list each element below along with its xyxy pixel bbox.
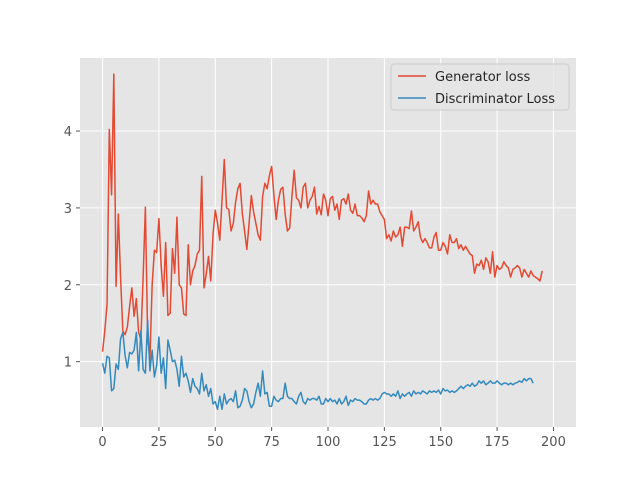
x-tick-label: 175	[485, 435, 510, 450]
legend-label-generator-loss: Generator loss	[435, 70, 530, 85]
x-tick-label: 0	[98, 435, 106, 450]
series-layer	[101, 73, 543, 411]
legend-label-discriminator-loss: Discriminator Loss	[435, 92, 555, 107]
x-tick-label: 75	[263, 435, 280, 450]
legend-box	[390, 63, 570, 111]
series-line-discriminator-loss	[101, 319, 534, 411]
x-tick-label: 150	[428, 435, 453, 450]
y-tick-label: 4	[64, 125, 72, 140]
legend: Generator loss Discriminator Loss	[390, 63, 570, 111]
y-tick-label: 3	[64, 202, 72, 217]
series-line-generator-loss	[101, 73, 543, 361]
axis-ticks: 0 25 50 75 100 125 150 175 200 1 2 3 4	[64, 125, 566, 450]
y-tick-label: 1	[64, 356, 72, 371]
x-tick-label: 125	[372, 435, 397, 450]
x-tick-label: 200	[541, 435, 566, 450]
grid-lines	[80, 58, 576, 427]
x-tick-label: 50	[207, 435, 224, 450]
y-tick-label: 2	[64, 279, 72, 294]
x-tick-label: 25	[151, 435, 168, 450]
x-tick-label: 100	[316, 435, 341, 450]
